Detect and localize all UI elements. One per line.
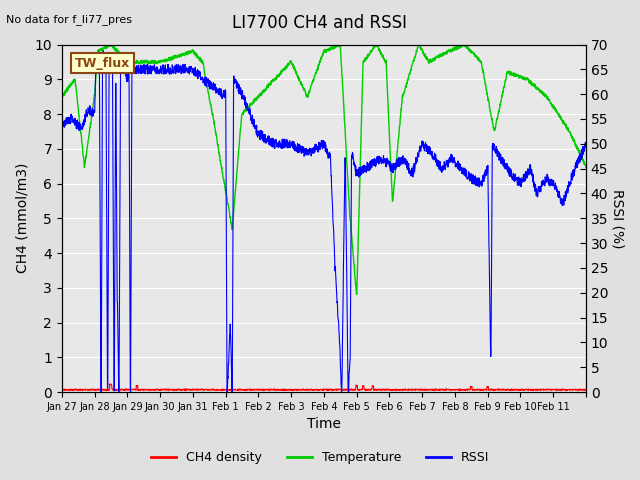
Y-axis label: RSSI (%): RSSI (%) [611,189,625,248]
Legend: CH4 density, Temperature, RSSI: CH4 density, Temperature, RSSI [146,446,494,469]
Y-axis label: CH4 (mmol/m3): CH4 (mmol/m3) [15,163,29,274]
Text: LI7700 CH4 and RSSI: LI7700 CH4 and RSSI [232,14,408,33]
Text: No data for f_li77_pres: No data for f_li77_pres [6,14,132,25]
X-axis label: Time: Time [307,418,341,432]
Text: TW_flux: TW_flux [75,57,131,70]
